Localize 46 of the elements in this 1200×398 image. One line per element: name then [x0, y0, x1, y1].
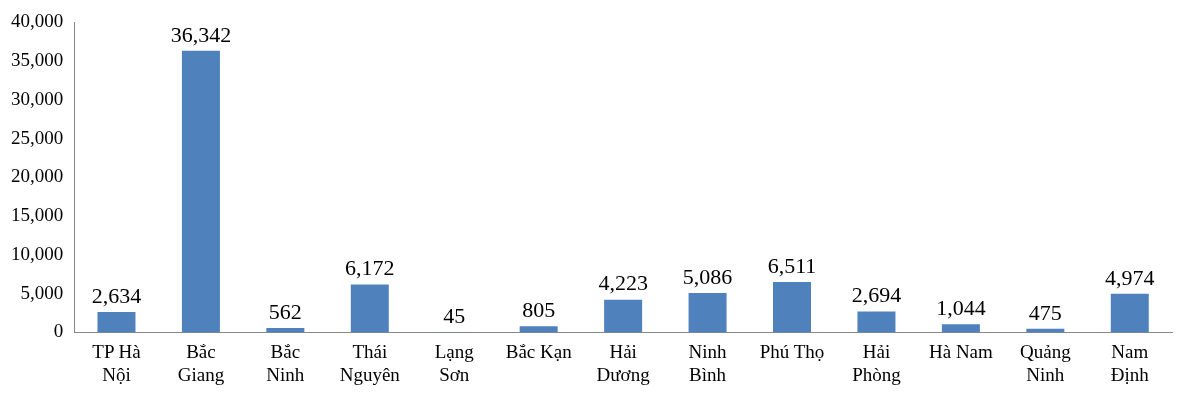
- x-tick-label: Hải Phòng: [852, 340, 902, 385]
- x-tick-label: Hải Dương: [596, 340, 651, 385]
- x-tick-label: Quảng Ninh: [1020, 340, 1072, 385]
- bar: [1110, 293, 1149, 333]
- x-tick-label: Thái Nguyên: [339, 340, 401, 385]
- y-tick-label: 15,000: [11, 204, 64, 226]
- bar: [97, 311, 136, 333]
- data-label: 45: [443, 302, 466, 328]
- data-label: 5,086: [682, 263, 733, 289]
- x-tick-label: Bắc Giang: [177, 340, 225, 385]
- data-label: 2,634: [91, 282, 142, 308]
- data-label: 2,694: [851, 282, 902, 308]
- data-label: 1,044: [936, 295, 986, 321]
- x-tick-label: Nam Định: [1110, 340, 1150, 385]
- bar: [688, 292, 727, 333]
- data-label: 36,342: [170, 21, 232, 47]
- bar: [604, 299, 643, 333]
- y-tick-label: 35,000: [11, 49, 64, 71]
- y-tick-label: 20,000: [11, 165, 64, 187]
- bar: [350, 284, 389, 333]
- x-tick-label: TP Hà Nội: [92, 340, 142, 385]
- y-tick-label: 0: [53, 320, 64, 342]
- x-tick-label: Phú Thọ: [759, 340, 825, 362]
- data-label: 562: [268, 298, 302, 324]
- x-tick-label: Lạng Sơn: [434, 340, 475, 385]
- bar: [519, 326, 558, 333]
- data-label: 4,974: [1105, 264, 1155, 290]
- x-tick-label: Bắc Kạn: [505, 340, 573, 362]
- data-label: 4,223: [598, 270, 648, 296]
- bar: [181, 50, 220, 333]
- bar: [941, 324, 980, 333]
- y-tick-label: 10,000: [11, 242, 64, 264]
- bar: [773, 281, 812, 333]
- y-tick-label: 30,000: [11, 87, 64, 109]
- data-label: 6,172: [345, 255, 395, 281]
- x-tick-label: Hà Nam: [928, 340, 994, 362]
- x-tick-label: Ninh Bình: [688, 340, 728, 385]
- bar: [266, 328, 305, 333]
- data-label: 475: [1028, 299, 1062, 325]
- y-tick-label: 25,000: [11, 126, 64, 148]
- y-tick-label: 40,000: [11, 10, 64, 32]
- data-label: 805: [522, 296, 556, 322]
- data-label: 6,511: [767, 252, 817, 278]
- x-tick-label: Bắc Ninh: [266, 340, 305, 385]
- y-tick-label: 5,000: [20, 281, 64, 303]
- bar: [857, 311, 896, 333]
